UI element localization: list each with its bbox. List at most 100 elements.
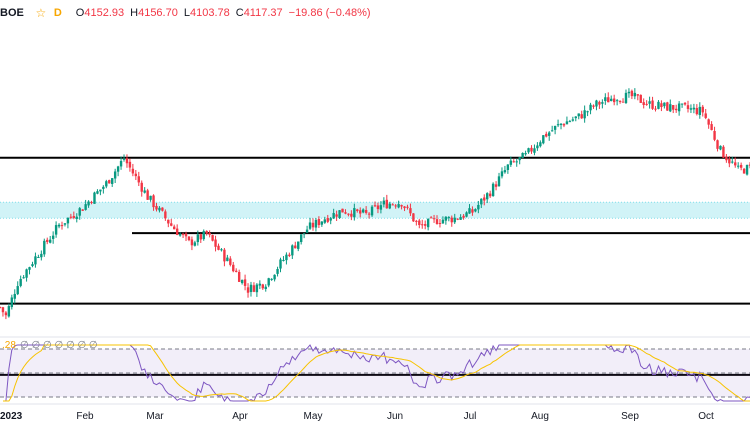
candle-body[interactable] <box>627 91 631 94</box>
candle-body[interactable] <box>598 101 601 105</box>
candle-body[interactable] <box>680 103 684 105</box>
candle-body[interactable] <box>500 171 504 177</box>
candle-body[interactable] <box>128 161 132 168</box>
candle-body[interactable] <box>486 193 489 200</box>
candle-body[interactable] <box>13 293 16 299</box>
candle-body[interactable] <box>565 121 569 125</box>
candle-body[interactable] <box>435 219 439 225</box>
candle-body[interactable] <box>394 205 397 207</box>
candle-body[interactable] <box>474 209 477 212</box>
candle-body[interactable] <box>152 195 155 208</box>
candle-body[interactable] <box>40 253 43 258</box>
candle-body[interactable] <box>716 140 719 149</box>
candle-body[interactable] <box>583 110 586 119</box>
candle-body[interactable] <box>37 256 40 258</box>
candle-body[interactable] <box>403 206 406 209</box>
candle-body[interactable] <box>178 233 182 236</box>
candle-body[interactable] <box>255 284 259 293</box>
candle-body[interactable] <box>214 239 217 247</box>
candle-body[interactable] <box>542 135 545 144</box>
candle-body[interactable] <box>125 158 129 164</box>
candle-body[interactable] <box>155 205 158 210</box>
candle-body[interactable] <box>719 145 722 150</box>
highlight-zone[interactable] <box>0 202 750 219</box>
candle-body[interactable] <box>326 218 329 222</box>
candle-body[interactable] <box>229 258 232 265</box>
candle-body[interactable] <box>93 192 96 204</box>
candle-body[interactable] <box>63 223 67 225</box>
candle-body[interactable] <box>645 103 648 105</box>
candle-body[interactable] <box>453 217 456 223</box>
candle-body[interactable] <box>288 254 291 256</box>
candle-body[interactable] <box>332 212 335 219</box>
candle-body[interactable] <box>323 219 327 223</box>
candle-body[interactable] <box>409 208 412 214</box>
candle-body[interactable] <box>491 183 495 197</box>
candle-body[interactable] <box>193 242 197 246</box>
candle-body[interactable] <box>131 168 135 174</box>
candle-body[interactable] <box>143 190 146 193</box>
candle-body[interactable] <box>43 240 46 255</box>
candle-body[interactable] <box>748 164 750 166</box>
candle-body[interactable] <box>202 231 205 240</box>
candle-body[interactable] <box>379 205 383 210</box>
candle-body[interactable] <box>279 259 282 269</box>
candle-body[interactable] <box>347 213 350 215</box>
candle-body[interactable] <box>299 234 303 242</box>
candle-body[interactable] <box>423 224 427 226</box>
candle-body[interactable] <box>140 182 143 192</box>
candle-body[interactable] <box>672 105 675 110</box>
candle-body[interactable] <box>122 158 126 160</box>
candle-body[interactable] <box>373 205 377 207</box>
candle-body[interactable] <box>618 100 622 102</box>
candle-body[interactable] <box>335 214 338 217</box>
candle-body[interactable] <box>488 193 492 197</box>
candle-body[interactable] <box>683 102 687 105</box>
candle-body[interactable] <box>400 205 403 207</box>
candle-body[interactable] <box>527 148 530 153</box>
symbol-name[interactable]: BOE <box>0 7 24 19</box>
candle-body[interactable] <box>220 249 223 251</box>
candle-body[interactable] <box>72 216 76 218</box>
candle-body[interactable] <box>648 101 651 104</box>
candle-body[interactable] <box>243 279 247 286</box>
candle-body[interactable] <box>208 232 211 235</box>
candle-body[interactable] <box>636 94 639 96</box>
candle-body[interactable] <box>515 161 518 163</box>
candle-body[interactable] <box>548 132 551 136</box>
candle-body[interactable] <box>654 108 657 110</box>
candle-body[interactable] <box>111 178 114 184</box>
candle-body[interactable] <box>267 278 270 286</box>
candle-body[interactable] <box>580 114 583 119</box>
candle-body[interactable] <box>533 148 536 153</box>
candle-body[interactable] <box>294 245 297 249</box>
candle-body[interactable] <box>607 97 610 103</box>
candle-body[interactable] <box>167 219 170 224</box>
candle-body[interactable] <box>731 161 734 163</box>
candle-body[interactable] <box>633 92 637 97</box>
candle-body[interactable] <box>391 204 394 206</box>
candle-body[interactable] <box>559 123 563 125</box>
candle-body[interactable] <box>102 186 105 189</box>
candle-body[interactable] <box>630 90 634 97</box>
candle-body[interactable] <box>497 176 501 187</box>
candle-body[interactable] <box>426 218 430 228</box>
candle-body[interactable] <box>477 204 480 210</box>
candle-body[interactable] <box>164 211 167 219</box>
candle-body[interactable] <box>60 225 64 227</box>
candle-body[interactable] <box>604 97 607 102</box>
candle-body[interactable] <box>273 274 276 280</box>
candle-body[interactable] <box>291 245 294 256</box>
candle-body[interactable] <box>105 181 108 187</box>
candle-body[interactable] <box>660 103 663 108</box>
candle-body[interactable] <box>226 257 229 262</box>
candle-body[interactable] <box>471 209 474 213</box>
candle-body[interactable] <box>320 221 324 225</box>
candle-body[interactable] <box>314 219 318 228</box>
candle-body[interactable] <box>57 224 61 227</box>
candle-body[interactable] <box>494 184 498 187</box>
candle-body[interactable] <box>663 102 666 107</box>
candle-body[interactable] <box>353 208 356 218</box>
candle-body[interactable] <box>1 307 5 313</box>
